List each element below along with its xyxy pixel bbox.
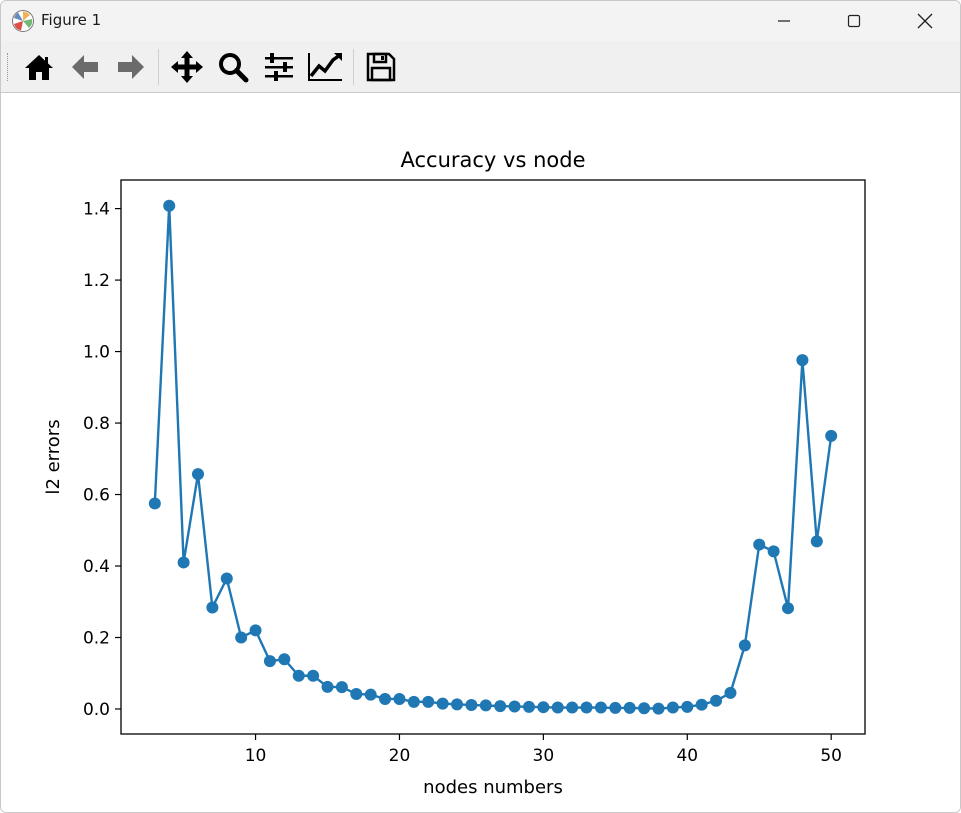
- y-tick-label: 0.4: [83, 557, 110, 577]
- data-point: [335, 681, 348, 694]
- magnifier-icon: [219, 53, 249, 83]
- y-tick-label: 0.8: [83, 414, 110, 434]
- window-title: Figure 1: [41, 11, 102, 29]
- data-point: [206, 601, 219, 614]
- data-point: [522, 700, 535, 713]
- edit-axis-button[interactable]: [307, 49, 343, 85]
- data-point: [710, 694, 723, 707]
- data-point: [451, 698, 464, 711]
- data-point: [623, 701, 636, 714]
- x-axis-label: nodes numbers: [423, 777, 563, 798]
- data-point: [738, 639, 751, 652]
- axes-frame: [120, 179, 866, 735]
- sliders-icon: [265, 53, 293, 81]
- home-icon: [25, 55, 53, 80]
- toolbar-separator: [158, 49, 159, 85]
- maximize-icon: [847, 14, 861, 28]
- home-button[interactable]: [21, 49, 57, 85]
- data-point: [263, 655, 276, 668]
- toolbar-separator: [353, 49, 354, 85]
- data-point: [278, 653, 291, 666]
- data-point: [307, 669, 320, 682]
- x-tick-label: 30: [533, 746, 555, 766]
- data-point: [177, 556, 190, 569]
- data-point: [724, 686, 737, 699]
- data-point: [609, 701, 622, 714]
- data-point: [825, 429, 838, 442]
- data-point: [148, 497, 161, 510]
- y-tick-label: 0.6: [83, 486, 110, 506]
- data-point: [220, 572, 233, 585]
- title-bar[interactable]: Figure 1: [1, 1, 960, 41]
- data-point: [407, 695, 420, 708]
- data-point: [767, 545, 780, 558]
- data-point: [191, 468, 204, 481]
- y-tick-label: 0.0: [83, 700, 110, 720]
- data-point: [782, 602, 795, 615]
- data-point: [494, 700, 507, 713]
- minimize-icon: [778, 20, 790, 22]
- x-tick-label: 20: [389, 746, 411, 766]
- forward-button[interactable]: [113, 49, 149, 85]
- data-point: [235, 631, 248, 644]
- data-point: [810, 535, 823, 548]
- data-point: [652, 702, 665, 715]
- y-tick-label: 1.4: [83, 200, 110, 220]
- x-tick-label: 40: [676, 746, 698, 766]
- x-tick-label: 50: [820, 746, 842, 766]
- data-point: [695, 698, 708, 711]
- y-axis-label: l2 errors: [43, 419, 64, 494]
- configure-subplots-button[interactable]: [261, 49, 297, 85]
- data-point: [796, 354, 809, 367]
- data-point: [753, 538, 766, 551]
- back-button[interactable]: [67, 49, 103, 85]
- close-button[interactable]: [902, 1, 948, 41]
- arrow-left-icon: [72, 55, 98, 79]
- data-point: [681, 700, 694, 713]
- data-point: [551, 701, 564, 714]
- toolbar-grip[interactable]: [7, 53, 10, 81]
- data-point: [163, 199, 176, 212]
- chart-title: Accuracy vs node: [400, 148, 585, 172]
- data-point: [638, 702, 651, 715]
- data-point: [594, 701, 607, 714]
- data-point: [566, 701, 579, 714]
- minimize-button[interactable]: [761, 1, 807, 41]
- line-chart-icon: [308, 53, 342, 81]
- floppy-disk-icon: [366, 52, 396, 82]
- matplotlib-logo-icon: [12, 10, 34, 32]
- data-point: [321, 680, 334, 693]
- data-point: [364, 688, 377, 701]
- y-tick-label: 0.2: [83, 628, 110, 648]
- data-point: [537, 701, 550, 714]
- figure-canvas[interactable]: Accuracy vs node 10 20 30 40 50 0.0 0.2 0.4 0.6 0.…: [1, 93, 960, 812]
- data-point: [350, 687, 363, 700]
- line-chart: Accuracy vs node 10 20 30 40 50 0.0 0.2 0.4 0.6 0.…: [43, 148, 866, 798]
- arrow-right-icon: [118, 55, 144, 79]
- data-point: [580, 701, 593, 714]
- data-point: [422, 695, 435, 708]
- zoom-button[interactable]: [215, 49, 251, 85]
- data-point: [393, 692, 406, 705]
- move-icon: [171, 51, 203, 83]
- data-point: [436, 697, 449, 710]
- data-point: [479, 699, 492, 712]
- y-tick-label: 1.2: [83, 271, 110, 291]
- data-point: [666, 701, 679, 714]
- y-tick-label: 1.0: [83, 343, 110, 363]
- data-point: [379, 692, 392, 705]
- maximize-button[interactable]: [831, 1, 877, 41]
- pan-button[interactable]: [169, 49, 205, 85]
- data-point: [508, 700, 521, 713]
- close-icon: [917, 13, 933, 29]
- save-button[interactable]: [363, 49, 399, 85]
- data-point: [465, 699, 478, 712]
- x-tick-label: 10: [245, 746, 267, 766]
- data-point: [249, 624, 262, 637]
- navigation-toolbar: [1, 41, 960, 93]
- data-point: [292, 669, 305, 682]
